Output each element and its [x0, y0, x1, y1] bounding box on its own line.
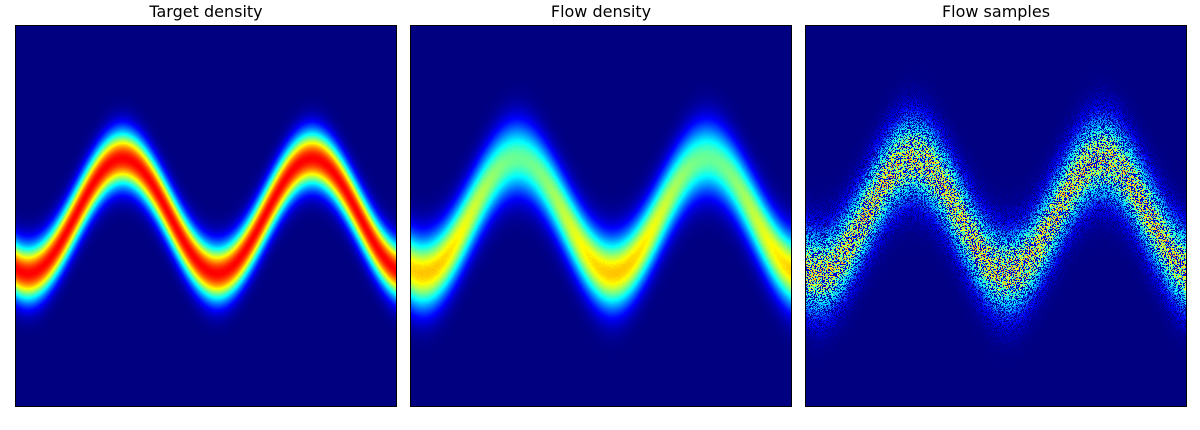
flow-density-plot — [410, 25, 792, 407]
flow-density-title: Flow density — [550, 2, 652, 21]
target-density-heatmap — [16, 26, 396, 406]
target-density-panel: Target density — [15, 0, 397, 430]
flow-samples-panel: Flow samples — [805, 0, 1187, 430]
target-density-title: Target density — [149, 2, 263, 21]
flow-density-panel: Flow density — [410, 0, 792, 430]
flow-samples-plot — [805, 25, 1187, 407]
target-density-plot — [15, 25, 397, 407]
flow-density-heatmap — [411, 26, 791, 406]
flow-samples-heatmap — [806, 26, 1186, 406]
flow-samples-title: Flow samples — [941, 2, 1051, 21]
